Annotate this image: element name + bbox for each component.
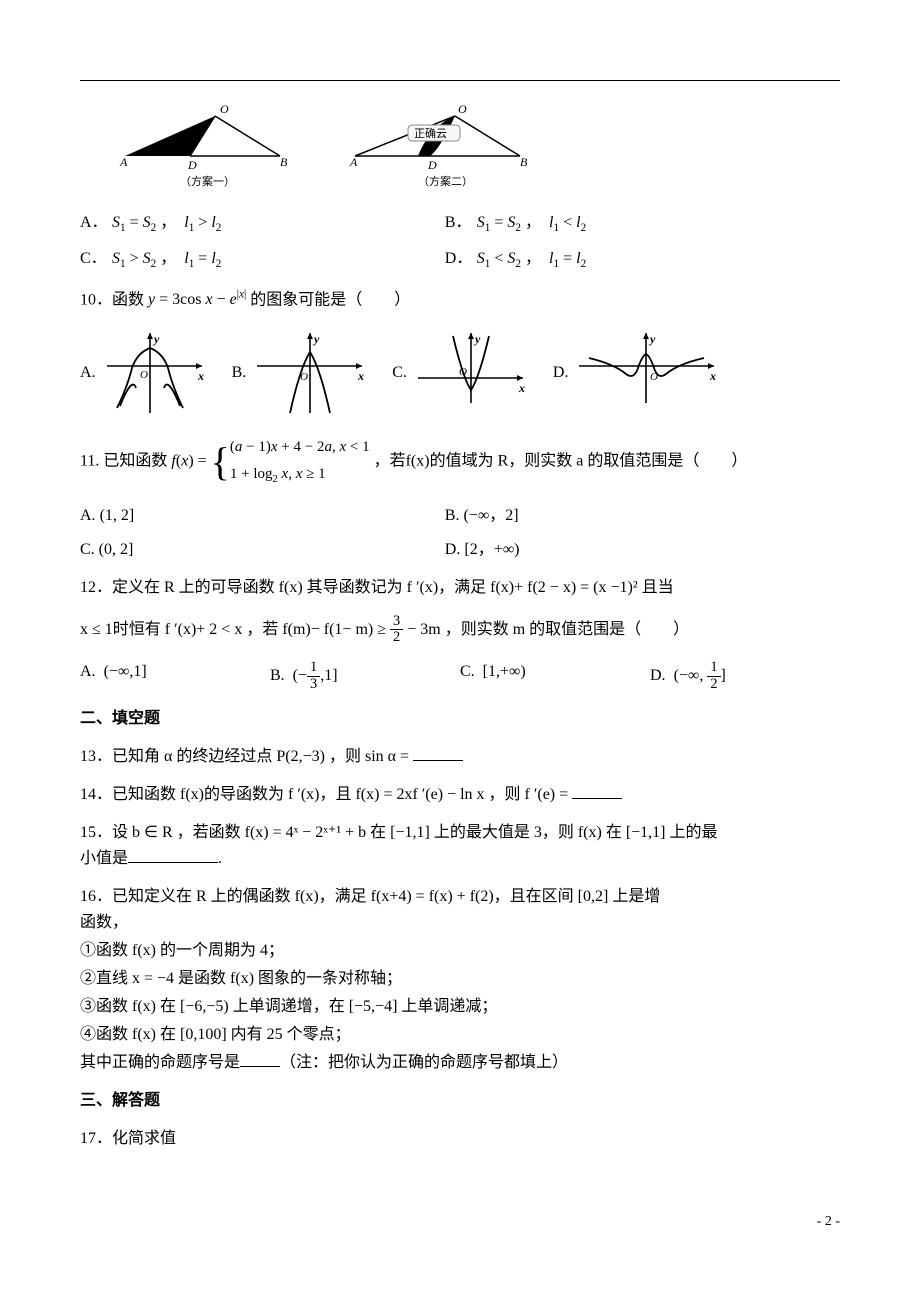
q10-graph-options: A. y x O B. y x O C. bbox=[80, 328, 840, 418]
svg-text:正确云: 正确云 bbox=[414, 127, 447, 140]
svg-text:O: O bbox=[140, 369, 148, 381]
q11-option-c: C. (0, 2] bbox=[80, 538, 445, 562]
svg-text:y: y bbox=[152, 332, 160, 346]
q13: 13．已知角 α 的终边经过点 P(2,−3) ，则 sin α = bbox=[80, 745, 840, 769]
q10-option-c: C. y x O bbox=[392, 328, 533, 418]
q11-option-d: D. [2，+∞) bbox=[445, 538, 840, 562]
q9-option-d: D． S1 < S2 ， l1 = l2 bbox=[445, 247, 840, 273]
section-2-head: 二、填空题 bbox=[80, 707, 840, 731]
svg-text:D: D bbox=[187, 158, 197, 172]
q12-line2: x ≤ 1时恒有 f ′(x)+ 2 < x ，若 f(m)− f(1− m) … bbox=[80, 614, 840, 647]
q15-blank bbox=[128, 847, 218, 863]
svg-text:x: x bbox=[709, 369, 716, 383]
svg-text:O: O bbox=[458, 102, 467, 116]
header-rule bbox=[80, 80, 840, 81]
q16-s5: 其中正确的命题序号是（注：把你认为正确的命题序号都填上） bbox=[80, 1051, 840, 1075]
svg-text:y: y bbox=[312, 332, 320, 346]
q12-option-a: A. (−∞,1] bbox=[80, 660, 270, 693]
q16-s1: ①函数 f(x) 的一个周期为 4； bbox=[80, 939, 840, 963]
q9-options-row2: C． S1 > S2 ， l1 = l2 D． S1 < S2 ， l1 = l… bbox=[80, 247, 840, 273]
q11-case1: (a − 1)x + 4 − 2a, x < 1 bbox=[230, 434, 370, 461]
q11-options-row2: C. (0, 2] D. [2，+∞) bbox=[80, 538, 840, 562]
svg-text:A: A bbox=[119, 155, 128, 169]
svg-text:（方案二）: （方案二） bbox=[418, 174, 473, 188]
q12-options: A. (−∞,1] B. (−13,1] C. [1,+∞) D. (−∞, 1… bbox=[80, 660, 840, 693]
svg-text:x: x bbox=[518, 381, 525, 395]
q16-s4: ④函数 f(x) 在 [0,100] 内有 25 个零点； bbox=[80, 1023, 840, 1047]
q14-blank bbox=[572, 783, 622, 799]
svg-text:B: B bbox=[280, 155, 288, 169]
q15-line1: 15．设 b ∈ R ，若函数 f(x) = 4ˣ − 2ˣ⁺¹ + b 在 [… bbox=[80, 821, 840, 845]
svg-text:x: x bbox=[197, 369, 204, 383]
q10-option-d: D. y x O bbox=[553, 328, 725, 418]
q16-s2: ②直线 x = −4 是函数 f(x) 图象的一条对称轴； bbox=[80, 967, 840, 991]
svg-text:O: O bbox=[220, 102, 229, 116]
q11-prefix: 11. 已知函数 bbox=[80, 453, 171, 470]
q16-blank bbox=[240, 1051, 280, 1067]
q16-line1: 16．已知定义在 R 上的偶函数 f(x)，满足 f(x+4) = f(x) +… bbox=[80, 885, 840, 909]
svg-text:D: D bbox=[427, 158, 437, 172]
q11-fn-head: f(x) = bbox=[171, 453, 206, 470]
q9-diagram-1: O A D B （方案一） bbox=[110, 101, 300, 191]
svg-text:O: O bbox=[300, 371, 308, 383]
q12-option-d: D. (−∞, 12] bbox=[650, 660, 840, 693]
q11-option-a: A. (1, 2] bbox=[80, 504, 445, 528]
svg-text:B: B bbox=[520, 155, 528, 169]
q9-option-a: A． S1 = S2 ， l1 > l2 bbox=[80, 211, 445, 237]
q10-option-a: A. y x O bbox=[80, 328, 212, 418]
q11-piecewise: { (a − 1)x + 4 − 2a, x < 1 1 + log2 x, x… bbox=[211, 434, 370, 489]
q12-option-b: B. (−13,1] bbox=[270, 660, 460, 693]
svg-text:A: A bbox=[349, 155, 358, 169]
q9-option-b: B． S1 = S2 ， l1 < l2 bbox=[445, 211, 840, 237]
q12-line1: 12．定义在 R 上的可导函数 f(x) 其导函数记为 f ′(x)，满足 f(… bbox=[80, 576, 840, 600]
q11-options-row1: A. (1, 2] B. (−∞，2] bbox=[80, 504, 840, 528]
page-number: - 2 - bbox=[80, 1211, 840, 1232]
q17: 17．化简求值 bbox=[80, 1127, 840, 1151]
q11-suffix: ，若f(x)的值域为 R，则实数 a 的取值范围是（ ） bbox=[374, 453, 748, 470]
q16-s3: ③函数 f(x) 在 [−6,−5) 上单调递增，在 [−5,−4] 上单调递减… bbox=[80, 995, 840, 1019]
svg-text:O: O bbox=[650, 371, 658, 383]
q10-option-b: B. y x O bbox=[232, 328, 373, 418]
svg-text:y: y bbox=[473, 332, 481, 346]
q11-stem: 11. 已知函数 f(x) = { (a − 1)x + 4 − 2a, x <… bbox=[80, 434, 840, 489]
q9-option-c: C． S1 > S2 ， l1 = l2 bbox=[80, 247, 445, 273]
q9-options-row1: A． S1 = S2 ， l1 > l2 B． S1 = S2 ， l1 < l… bbox=[80, 211, 840, 237]
svg-text:（方案一）: （方案一） bbox=[180, 174, 235, 188]
q11-option-b: B. (−∞，2] bbox=[445, 504, 840, 528]
q10-stem: 10．函数 y = 3cos x − e|x| 的图象可能是（ ） bbox=[80, 287, 840, 312]
q9-diagrams: O A D B （方案一） O 正确云 A D B （方案二） bbox=[110, 101, 840, 191]
q11-case2: 1 + log2 x, x ≥ 1 bbox=[230, 461, 370, 490]
q16-line2: 函数， bbox=[80, 911, 840, 935]
section-3-head: 三、解答题 bbox=[80, 1089, 840, 1113]
svg-text:y: y bbox=[648, 332, 656, 346]
q12-option-c: C. [1,+∞) bbox=[460, 660, 650, 693]
q15-line2: 小值是. bbox=[80, 847, 840, 871]
q9-diagram-2: O 正确云 A D B （方案二） bbox=[340, 101, 540, 191]
q14: 14．已知函数 f(x)的导函数为 f ′(x)，且 f(x) = 2xf ′(… bbox=[80, 783, 840, 807]
svg-text:O: O bbox=[459, 366, 467, 378]
q13-blank bbox=[413, 745, 463, 761]
svg-text:x: x bbox=[357, 369, 364, 383]
